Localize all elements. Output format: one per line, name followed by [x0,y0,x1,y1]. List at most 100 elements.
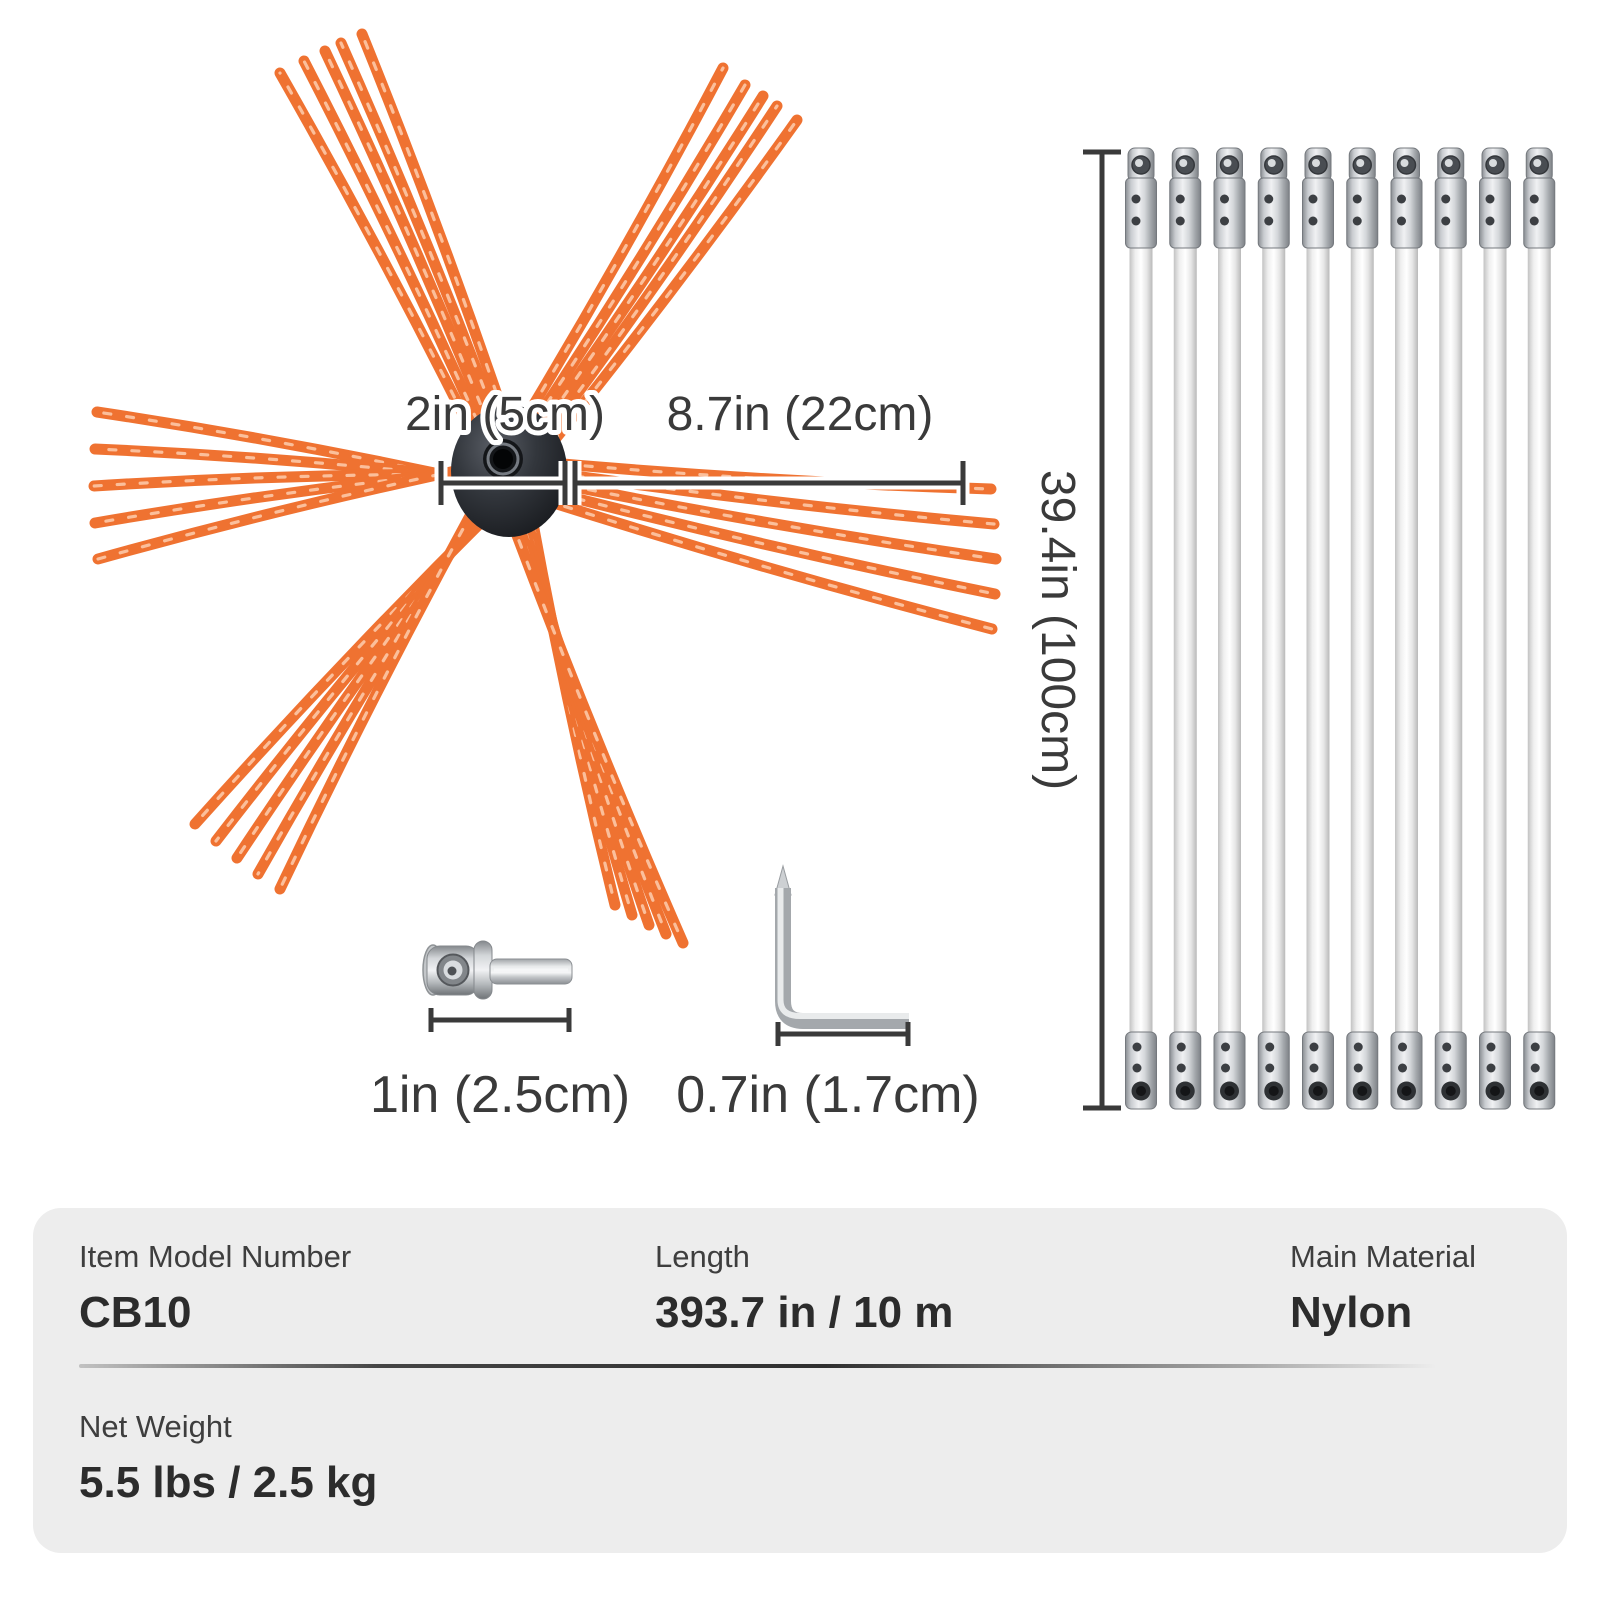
connector-hole [1398,1042,1407,1052]
bristle-strand-highlight [523,480,617,907]
spec-cell-material: Main Material Nylon [1290,1238,1476,1339]
connector-hole [1265,1042,1275,1052]
brush-bristles [88,28,1002,949]
connector-hole [1486,1042,1496,1052]
rod-top-connector [1257,177,1290,249]
bristle-strand-highlight [498,488,685,945]
rod-item [1257,147,1290,1110]
connector-hole [1265,1063,1275,1073]
connector-socket-hole-center [1268,1086,1279,1096]
bristle-strand-highlight [510,483,651,927]
rod-tip-detent-highlight [1223,159,1232,167]
connector-hole [1485,216,1495,226]
connector-hole [1353,1042,1363,1052]
rod-tube [1483,238,1507,1045]
adapter-dimension-line [428,1008,572,1032]
rod-set [1125,147,1556,1110]
connector-hole [1486,1063,1496,1073]
rod-tip-detent-highlight [1400,159,1409,167]
rod-top-connector [1523,177,1556,249]
rod-tube [1173,238,1197,1045]
adapter-flange [473,940,493,1000]
hex-key-dimension-line [775,1022,911,1046]
connector-hole [1398,1063,1407,1073]
bristle-strand-highlight [278,71,493,473]
rod-item [1169,147,1202,1110]
connector-hole [1442,1063,1452,1073]
connector-socket-hole-center [1534,1086,1545,1096]
connector-hole [1441,216,1451,226]
rod-tube [1218,238,1241,1045]
connector-hole [1308,194,1318,204]
connector-hole [1529,216,1539,226]
rod-top-connector [1302,177,1334,249]
rod-item [1523,147,1556,1110]
rod-tip-detent-highlight [1533,159,1542,167]
connector-hole [1220,216,1229,226]
hex-key-arm-highlight [777,888,909,1019]
rod-top-connector [1479,177,1511,249]
connector-hole [1221,1063,1230,1073]
bristle-strand-highlight [93,466,498,525]
connector-socket-hole-center [1136,1086,1146,1096]
bristle-strand [521,114,803,480]
spec-cell-model: Item Model Number CB10 [79,1238,351,1339]
connector-socket-hole-center [1357,1086,1368,1096]
connector-hole [1131,194,1141,204]
connector-hole [1264,194,1274,204]
spec-row-divider [79,1364,1436,1368]
rod-tube [1306,238,1330,1045]
adapter-face-center [447,966,457,976]
hex-key-dimension-label: 0.7in (1.7cm) [676,1066,979,1124]
bristle-strand-highlight [256,478,499,876]
connector-hole [1353,1063,1363,1073]
rod-tip-detent-highlight [1179,159,1188,167]
spec-label: Length [655,1239,750,1274]
bristle-strand [298,55,503,472]
connector-hole [1221,1042,1230,1052]
rod-tube [1439,238,1463,1045]
bristle-strand-highlight [517,482,997,596]
bristle-strand [494,484,689,949]
dimension-annotations: 2in (5cm) 8.7in (22cm) 39.4in (100cm) 1i… [370,149,1121,1124]
rod-item [1302,147,1334,1110]
bristle-strand-highlight [514,94,765,466]
connector-hole [1176,1063,1186,1073]
hex-key-arm [775,888,909,1029]
rod-top-connector [1390,177,1423,249]
connector-hole [1529,194,1539,204]
connector-socket-hole-center [1180,1086,1191,1096]
spec-value: 5.5 lbs / 2.5 kg [79,1458,378,1508]
brush-hub-dimension-label: 2in (5cm) [405,388,605,441]
connector-socket-hole-center [1490,1086,1500,1096]
rod-tip-detent-highlight [1489,159,1497,167]
connector-hole [1175,216,1185,226]
rod-length-dimension-line [1083,149,1121,1111]
bristle-strand-highlight [93,447,499,482]
bristle-strand-highlight [519,458,993,491]
rod-tip-detent-highlight [1267,159,1276,167]
connector-hole [1309,1042,1319,1052]
connector-hole [1530,1063,1540,1073]
brush-dimension-line [438,461,966,505]
connector-hole [1397,216,1406,226]
rod-item [1125,147,1157,1110]
connector-hole [1441,194,1451,204]
rod-tip-detent-highlight [1444,159,1453,167]
spec-value: 393.7 in / 10 m [655,1288,954,1338]
connector-hole [1220,194,1229,204]
bristle-strand-highlight [323,49,506,465]
connector-hole [1131,216,1141,226]
rod-top-connector [1125,177,1157,249]
connector-socket-hole-center [1445,1086,1456,1096]
brush-hub [451,405,567,537]
rod-item [1346,147,1379,1110]
rod-tube [1350,238,1374,1045]
spec-label: Main Material [1290,1239,1477,1274]
connector-hole [1352,216,1362,226]
bristle-strand-highlight [500,66,725,459]
connector-hole [1309,1063,1319,1073]
spec-label: Net Weight [79,1409,232,1444]
connector-hole [1308,216,1318,226]
